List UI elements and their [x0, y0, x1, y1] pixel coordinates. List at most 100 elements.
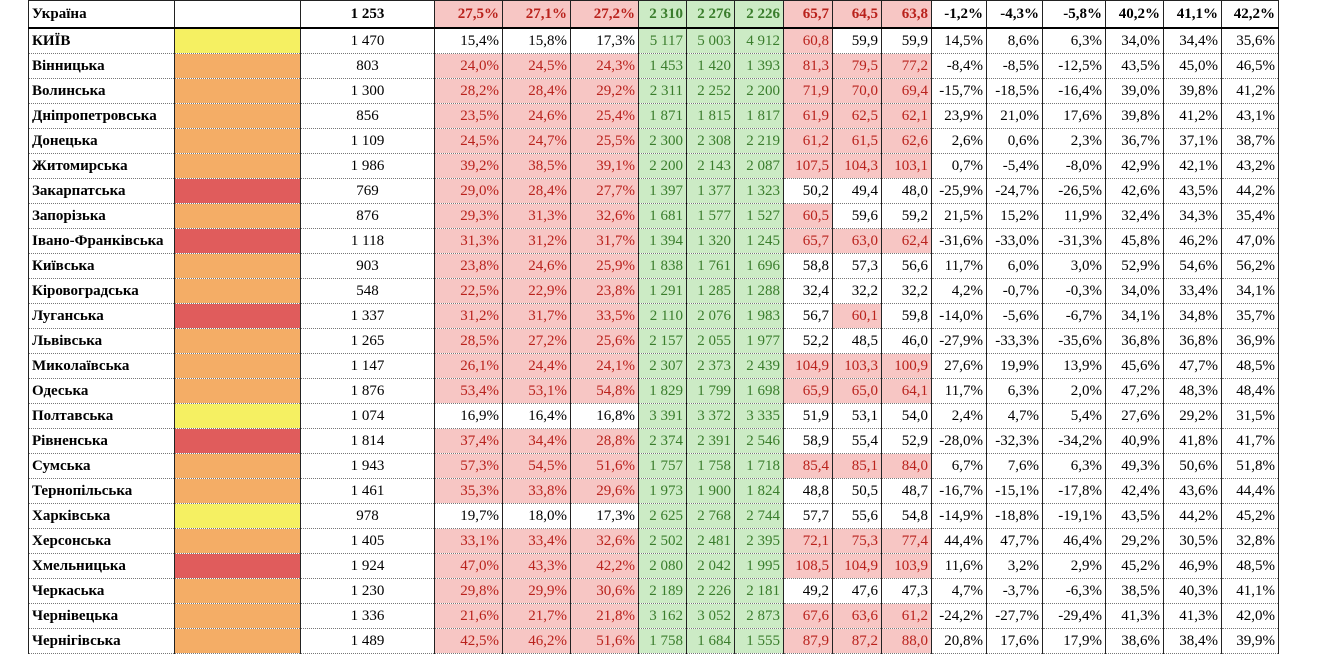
growth-cell: -1,2%: [931, 0, 987, 29]
percent-cell: 32,6%: [570, 528, 639, 554]
region-name-cell: Волинська: [28, 78, 175, 104]
region-name-cell: Хмельницька: [28, 553, 175, 579]
rate-cell: 69,4: [881, 78, 932, 104]
growth-cell: 0,7%: [931, 153, 987, 179]
percent-cell: 25,6%: [570, 328, 639, 354]
color-indicator-cell: [174, 253, 301, 279]
share-cell: 41,1%: [1221, 578, 1279, 604]
color-indicator: [175, 304, 300, 328]
count-cell: 1 871: [638, 103, 687, 129]
region-name-cell: Івано-Франківська: [28, 228, 175, 254]
growth-cell: 11,9%: [1042, 203, 1106, 229]
color-indicator-cell: [174, 403, 301, 429]
count-cell: 3 372: [686, 403, 735, 429]
color-indicator-cell: [174, 0, 301, 29]
count-cell: 2 110: [638, 303, 687, 329]
color-indicator: [175, 129, 300, 153]
share-cell: 32,4%: [1105, 203, 1164, 229]
share-cell: 43,5%: [1163, 178, 1222, 204]
growth-cell: -32,3%: [986, 428, 1043, 454]
count-cell: 2 625: [638, 503, 687, 529]
region-table-container: Україна 1 253 27,5% 27,1% 27,2% 2 310 2 276 2 2…: [28, 0, 1279, 654]
region-name-cell: КИЇВ: [28, 28, 175, 54]
count-cell: 2 300: [638, 128, 687, 154]
rate-cell: 71,9: [783, 78, 833, 104]
count-cell: 2 189: [638, 578, 687, 604]
region-name-cell: Закарпатська: [28, 178, 175, 204]
rate-cell: 53,1: [832, 403, 882, 429]
value-cell: 803: [300, 53, 435, 79]
share-cell: 29,2%: [1105, 528, 1164, 554]
growth-cell: 4,7%: [986, 403, 1043, 429]
rate-cell: 70,0: [832, 78, 882, 104]
growth-cell: -6,3%: [1042, 578, 1106, 604]
count-cell: 1 453: [638, 53, 687, 79]
percent-cell: 51,6%: [570, 628, 639, 654]
value-cell: 1 461: [300, 478, 435, 504]
percent-cell: 39,2%: [434, 153, 503, 179]
color-indicator-cell: [174, 428, 301, 454]
share-cell: 39,0%: [1105, 78, 1164, 104]
growth-cell: 21,0%: [986, 103, 1043, 129]
count-cell: 3 052: [686, 603, 735, 629]
table-row: Чернівецька 1 336 21,6% 21,7% 21,8% 3 162 3 05…: [28, 603, 1279, 629]
share-cell: 46,5%: [1221, 53, 1279, 79]
percent-cell: 26,1%: [434, 353, 503, 379]
growth-cell: 27,6%: [931, 353, 987, 379]
region-name-cell: Тернопільська: [28, 478, 175, 504]
percent-cell: 25,4%: [570, 103, 639, 129]
percent-cell: 24,0%: [434, 53, 503, 79]
count-cell: 2 226: [686, 578, 735, 604]
share-cell: 47,0%: [1221, 228, 1279, 254]
percent-cell: 29,9%: [502, 578, 571, 604]
color-indicator: [175, 54, 300, 78]
share-cell: 42,1%: [1163, 153, 1222, 179]
count-cell: 2 873: [734, 603, 784, 629]
region-name-cell: Запорізька: [28, 203, 175, 229]
share-cell: 44,2%: [1221, 178, 1279, 204]
count-cell: 1 285: [686, 278, 735, 304]
percent-cell: 24,3%: [570, 53, 639, 79]
rate-cell: 104,9: [832, 553, 882, 579]
growth-cell: -14,0%: [931, 303, 987, 329]
count-cell: 2 076: [686, 303, 735, 329]
share-cell: 43,6%: [1163, 478, 1222, 504]
count-cell: 2 055: [686, 328, 735, 354]
color-indicator-cell: [174, 528, 301, 554]
share-cell: 34,1%: [1105, 303, 1164, 329]
percent-cell: 23,5%: [434, 103, 503, 129]
share-cell: 38,5%: [1105, 578, 1164, 604]
color-indicator: [175, 429, 300, 453]
growth-cell: 6,3%: [986, 378, 1043, 404]
percent-cell: 27,2%: [570, 0, 639, 29]
percent-cell: 21,8%: [570, 603, 639, 629]
growth-cell: -5,8%: [1042, 0, 1106, 29]
color-indicator: [175, 2, 300, 26]
percent-cell: 28,4%: [502, 78, 571, 104]
color-indicator: [175, 604, 300, 628]
rate-cell: 81,3: [783, 53, 833, 79]
share-cell: 34,0%: [1105, 28, 1164, 54]
share-cell: 35,4%: [1221, 203, 1279, 229]
growth-cell: -18,5%: [986, 78, 1043, 104]
percent-cell: 29,8%: [434, 578, 503, 604]
percent-cell: 16,9%: [434, 403, 503, 429]
share-cell: 36,9%: [1221, 328, 1279, 354]
count-cell: 4 912: [734, 28, 784, 54]
growth-cell: 7,6%: [986, 453, 1043, 479]
share-cell: 42,9%: [1105, 153, 1164, 179]
count-cell: 1 377: [686, 178, 735, 204]
percent-cell: 22,5%: [434, 278, 503, 304]
color-indicator-cell: [174, 478, 301, 504]
share-cell: 36,7%: [1105, 128, 1164, 154]
share-cell: 45,6%: [1105, 353, 1164, 379]
count-cell: 2 042: [686, 553, 735, 579]
percent-cell: 42,5%: [434, 628, 503, 654]
rate-cell: 49,4: [832, 178, 882, 204]
count-cell: 1 977: [734, 328, 784, 354]
percent-cell: 28,2%: [434, 78, 503, 104]
count-cell: 2 308: [686, 128, 735, 154]
count-cell: 2 276: [686, 0, 735, 29]
table-row: Волинська 1 300 28,2% 28,4% 29,2% 2 311 2 252 2…: [28, 78, 1279, 104]
rate-cell: 77,2: [881, 53, 932, 79]
